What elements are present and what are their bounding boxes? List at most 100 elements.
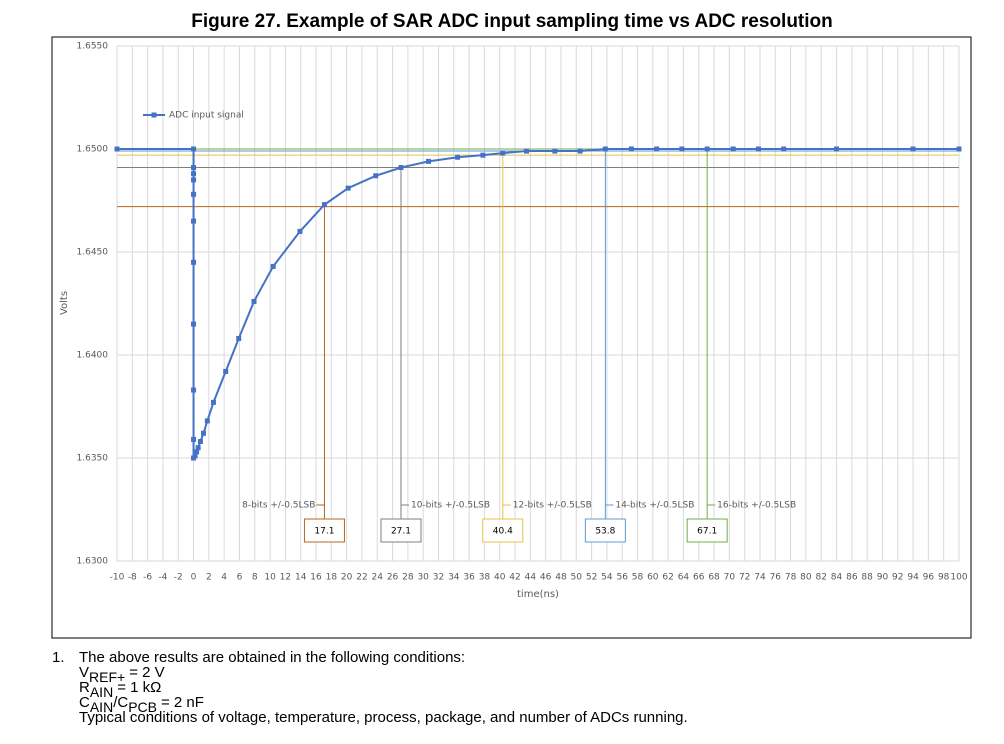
x-tick-label: 84 — [831, 573, 843, 583]
note-line: Typical conditions of voltage, temperatu… — [79, 710, 688, 725]
x-tick-label: 72 — [739, 573, 750, 583]
threshold-box — [686, 518, 728, 543]
x-tick-label: 48 — [555, 573, 567, 583]
data-point — [191, 259, 197, 265]
x-tick-label: -2 — [174, 573, 183, 583]
data-point — [236, 336, 242, 342]
data-point — [192, 453, 198, 459]
threshold-value-label: 40.4 — [493, 527, 513, 537]
y-tick-label: 1.6400 — [77, 351, 109, 361]
data-point — [956, 146, 962, 152]
threshold-value-label: 53.8 — [595, 527, 615, 537]
data-point — [730, 146, 736, 152]
legend-label: ADC input signal — [169, 111, 244, 121]
x-tick-label: -6 — [143, 573, 152, 583]
data-point — [270, 263, 276, 269]
x-tick-label: 82 — [815, 573, 826, 583]
x-tick-label: 68 — [708, 573, 720, 583]
x-tick-label: 90 — [877, 573, 889, 583]
chart-frame — [51, 36, 972, 639]
data-point — [910, 146, 916, 152]
x-tick-label: 54 — [601, 573, 613, 583]
note-body: The above results are obtained in the fo… — [79, 650, 688, 725]
data-point — [194, 449, 200, 455]
data-point — [191, 146, 197, 152]
x-tick-label: 10 — [264, 573, 276, 583]
threshold-box — [380, 518, 422, 543]
x-tick-label: 78 — [785, 573, 797, 583]
note-text: /C — [113, 694, 129, 711]
x-tick-label: -10 — [110, 573, 125, 583]
data-point — [200, 430, 206, 436]
data-point — [191, 165, 197, 171]
x-tick-label: 60 — [647, 573, 659, 583]
data-point — [191, 191, 197, 197]
threshold-label: 8-bits +/-0.5LSB — [242, 501, 315, 511]
note-subscript: PCB — [128, 699, 157, 715]
threshold-label: 14-bits +/-0.5LSB — [615, 501, 694, 511]
y-tick-label: 1.6300 — [77, 557, 109, 567]
data-point — [191, 177, 197, 183]
x-tick-label: 40 — [494, 573, 506, 583]
x-tick-label: 0 — [191, 573, 197, 583]
data-point — [679, 146, 685, 152]
threshold-box — [482, 518, 524, 543]
x-tick-label: 66 — [693, 573, 705, 583]
data-point — [195, 445, 201, 451]
y-tick-label: 1.6350 — [77, 454, 109, 464]
x-tick-label: 52 — [586, 573, 597, 583]
data-point — [321, 202, 327, 208]
x-tick-label: 50 — [571, 573, 583, 583]
note-text: R — [79, 679, 90, 696]
note-line: CAIN/CPCB = 2 nF — [79, 694, 688, 714]
y-axis-label: Volts — [59, 291, 70, 315]
x-tick-label: 70 — [724, 573, 736, 583]
data-point — [191, 218, 197, 224]
threshold-value-label: 27.1 — [391, 527, 411, 537]
x-tick-label: 56 — [616, 573, 628, 583]
threshold-box — [584, 518, 626, 543]
data-point — [373, 173, 379, 179]
data-point — [345, 185, 351, 191]
note-line: The above results are obtained in the fo… — [79, 650, 688, 665]
x-tick-label: 26 — [387, 573, 399, 583]
x-tick-label: 32 — [433, 573, 444, 583]
x-tick-label: 46 — [540, 573, 552, 583]
data-point — [552, 148, 558, 154]
x-tick-label: 44 — [525, 573, 537, 583]
x-tick-label: 92 — [892, 573, 903, 583]
data-point — [654, 146, 660, 152]
data-point — [781, 146, 787, 152]
x-tick-label: 62 — [662, 573, 673, 583]
note-text: V — [79, 664, 90, 681]
note-subscript: REF+ — [89, 669, 126, 685]
y-tick-label: 1.6550 — [77, 42, 109, 52]
x-tick-label: 98 — [938, 573, 950, 583]
note-value: = 2 V — [129, 664, 165, 681]
threshold-label: 10-bits +/-0.5LSB — [411, 501, 490, 511]
x-tick-label: 100 — [950, 573, 967, 583]
x-tick-label: 30 — [417, 573, 429, 583]
data-point — [524, 148, 530, 154]
data-point — [191, 171, 197, 177]
data-point — [704, 146, 710, 152]
x-tick-label: -8 — [128, 573, 137, 583]
notes: 1. The above results are obtained in the … — [52, 650, 688, 725]
x-tick-label: 96 — [923, 573, 935, 583]
plot: ADC input signal — [114, 111, 962, 462]
data-point — [500, 150, 506, 156]
threshold-value-label: 67.1 — [697, 527, 717, 537]
x-tick-label: 42 — [509, 573, 520, 583]
x-tick-label: 12 — [280, 573, 291, 583]
x-tick-label: 14 — [295, 573, 307, 583]
x-tick-label: 2 — [206, 573, 212, 583]
threshold-label: 16-bits +/-0.5LSB — [717, 501, 796, 511]
x-tick-label: 64 — [678, 573, 690, 583]
data-point — [204, 418, 210, 424]
series-line — [117, 148, 959, 462]
data-point — [577, 148, 583, 154]
x-tick-label: 80 — [800, 573, 812, 583]
data-point — [480, 152, 486, 158]
data-point — [114, 146, 120, 152]
